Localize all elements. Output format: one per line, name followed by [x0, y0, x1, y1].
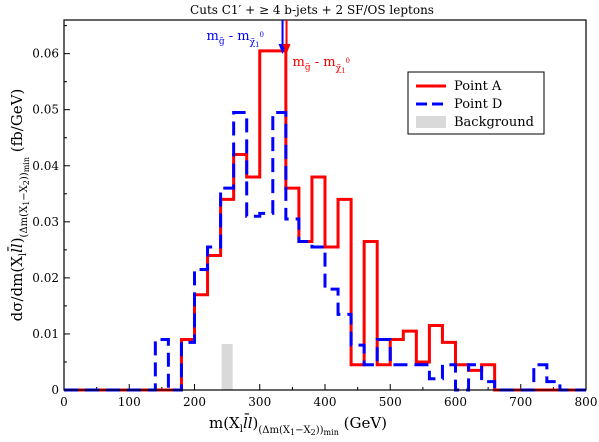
axis-ticks: 0 100 200 300 400 500 600 700 800 0 0.01 0.02 0.03 0.…	[32, 25, 598, 409]
legend: Point A Point D Background	[407, 71, 545, 135]
x-tick-label: 0	[60, 395, 68, 409]
x-tick-label: 100	[118, 395, 141, 409]
x-tick-label: 500	[379, 395, 402, 409]
x-axis-label: m(Xll̄l)(Δm(X1−X2))min (GeV)	[209, 414, 387, 437]
legend-label: Background	[454, 115, 534, 130]
background-bar	[221, 344, 233, 390]
x-tick-label: 400	[314, 395, 337, 409]
svg-text:dσ/dm(Xll̄l)(Δm(X1−X2))min (: dσ/dm(Xll̄l)(Δm(X1−X2))min (fb/GeV)	[8, 89, 31, 322]
annotation-label: mg̃ - mχ̃10	[293, 55, 350, 75]
series-line-point-a	[64, 49, 586, 392]
svg-text:m(Xll̄l)(Δm(X1−X2))min (GeV): m(Xll̄l)(Δm(X1−X2))min (GeV)	[209, 414, 387, 437]
series-line-point-d	[64, 111, 586, 392]
x-tick-label: 200	[183, 395, 206, 409]
legend-label: Point A	[454, 79, 502, 94]
annotations: mg̃ - mχ̃10 mg̃ - mχ̃10	[207, 20, 350, 75]
series-lines	[64, 49, 586, 392]
legend-swatch	[416, 116, 446, 128]
x-tick-label: 300	[248, 395, 271, 409]
annotation-label: mg̃ - mχ̃10	[207, 29, 264, 49]
annotation-arrow-head	[282, 44, 291, 54]
y-tick-label: 0.06	[32, 47, 59, 61]
x-tick-label: 700	[509, 395, 532, 409]
y-tick-label: 0	[51, 383, 59, 397]
y-axis-label: dσ/dm(Xll̄l)(Δm(X1−X2))min (fb/GeV)	[8, 89, 31, 322]
y-tick-label: 0.02	[32, 271, 59, 285]
legend-label: Point D	[454, 97, 502, 112]
plot-frame	[63, 19, 587, 391]
x-tick-label: 800	[575, 395, 598, 409]
y-tick-label: 0.04	[32, 159, 59, 173]
chart-title: Cuts C1′ + ≥ 4 b-jets + 2 SF/OS leptons	[190, 3, 434, 17]
x-tick-label: 600	[444, 395, 467, 409]
y-tick-label: 0.03	[32, 215, 59, 229]
y-tick-label: 0.01	[32, 327, 59, 341]
y-tick-label: 0.05	[32, 103, 59, 117]
background-bars	[221, 344, 233, 390]
